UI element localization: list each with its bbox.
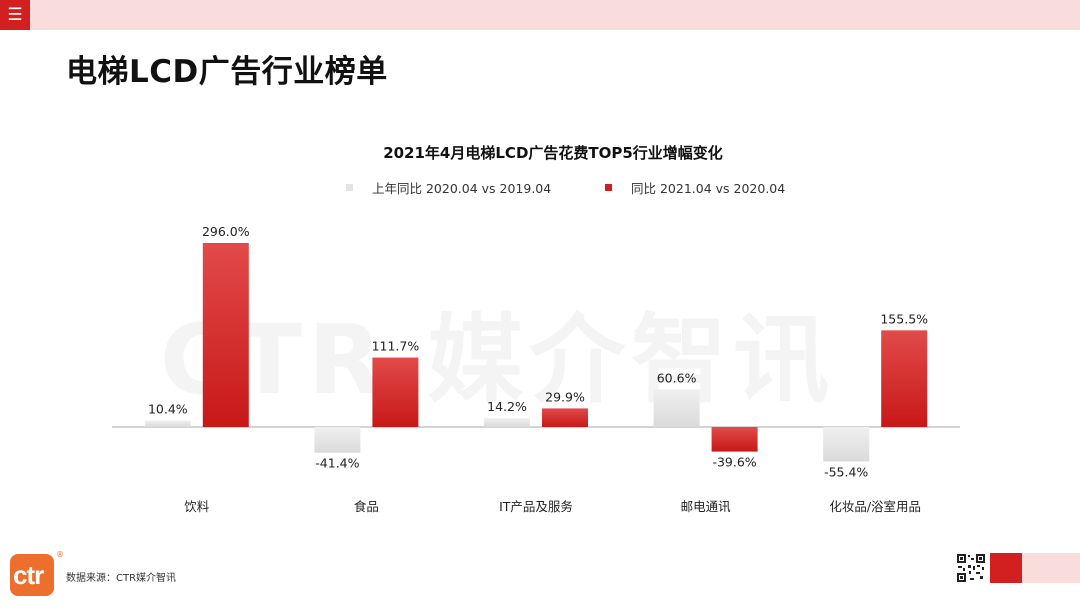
category-label-3: IT产品及服务: [499, 499, 573, 514]
page-title: 电梯LCD广告行业榜单: [66, 54, 388, 90]
bar-2-5: [881, 330, 928, 427]
ctr-logo: ctr ®: [10, 550, 64, 596]
qr-code-icon[interactable]: [956, 553, 986, 583]
chart-title: 2021年4月电梯LCD广告花费TOP5行业增幅变化: [383, 144, 723, 162]
bar-1-4: [653, 389, 700, 427]
bar-2-2: [372, 357, 419, 427]
bar-2-3: [542, 408, 588, 427]
watermark: CTR 媒介智讯: [160, 304, 836, 416]
footer-pink-block: [1022, 553, 1080, 583]
category-label-1: 饮料: [184, 499, 210, 514]
data-label-1-3: 14.2%: [487, 399, 527, 414]
data-source: 数据来源：CTR媒介智讯: [66, 573, 177, 584]
bar-2-1: [202, 243, 249, 427]
bar-2-4: [711, 427, 758, 452]
bar-1-5: [823, 427, 870, 462]
data-label-2-5: 155.5%: [880, 311, 928, 326]
data-label-1-2: -41.4%: [315, 456, 359, 471]
legend-marker-2: [605, 184, 612, 191]
category-label-4: 邮电通讯: [681, 499, 732, 514]
logo-badge: [10, 554, 54, 596]
menu-icon[interactable]: ☰: [0, 0, 30, 30]
data-label-1-5: -55.4%: [824, 464, 868, 479]
data-label-1-1: 10.4%: [148, 402, 188, 417]
legend-label-2: 同比 2021.04 vs 2020.04: [631, 181, 785, 196]
data-label-2-1: 296.0%: [202, 224, 250, 239]
category-label-5: 化妆品/浴室用品: [829, 499, 921, 514]
legend-label-1: 上年同比 2020.04 vs 2019.04: [372, 181, 551, 196]
top-bar: [0, 0, 1080, 30]
bar-1-3: [484, 418, 530, 427]
bar-1-2: [314, 427, 361, 453]
registered-mark: ®: [56, 550, 64, 559]
data-label-2-2: 111.7%: [372, 339, 420, 354]
legend-marker-1: [346, 184, 353, 191]
footer-red-block: [990, 553, 1022, 583]
category-label-2: 食品: [354, 499, 379, 514]
data-label-2-4: -39.6%: [712, 455, 756, 470]
logo-text: ctr: [13, 560, 44, 590]
data-label-1-4: 60.6%: [657, 370, 697, 385]
data-label-2-3: 29.9%: [545, 389, 585, 404]
bar-1-1: [144, 420, 191, 427]
